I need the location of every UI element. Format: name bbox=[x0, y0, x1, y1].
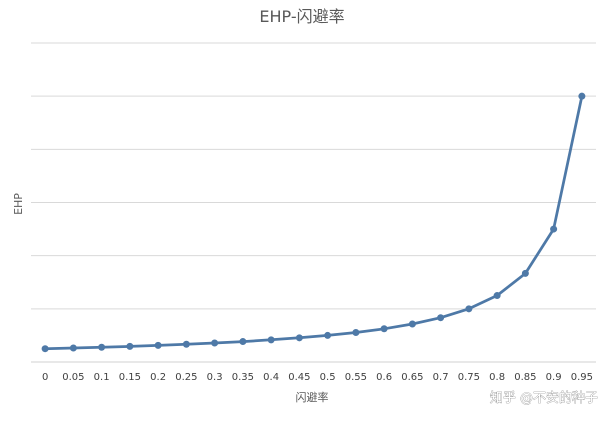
data-point bbox=[408, 320, 416, 328]
x-tick-label: 0.95 bbox=[571, 372, 593, 383]
data-point bbox=[324, 331, 332, 339]
data-point bbox=[41, 345, 49, 353]
x-tick-label: 0.55 bbox=[345, 372, 367, 383]
chart-title: EHP-闪避率 bbox=[259, 7, 344, 26]
series-group bbox=[41, 92, 586, 353]
watermark: 知乎 @不安的种子 bbox=[490, 390, 598, 406]
x-tick-label: 0.85 bbox=[514, 372, 536, 383]
x-tick-label: 0.15 bbox=[119, 372, 141, 383]
data-point bbox=[239, 338, 247, 346]
data-point bbox=[295, 334, 303, 342]
x-tick-label: 0.45 bbox=[288, 372, 310, 383]
data-point bbox=[267, 336, 275, 344]
data-point bbox=[98, 343, 106, 351]
data-point bbox=[578, 92, 586, 100]
y-axis-label: EHP bbox=[12, 193, 25, 215]
x-tick-label: 0.8 bbox=[489, 372, 505, 383]
data-point bbox=[69, 344, 77, 352]
data-point bbox=[154, 341, 162, 349]
data-point bbox=[437, 314, 445, 322]
x-tick-label: 0.4 bbox=[263, 372, 279, 383]
data-point bbox=[352, 328, 360, 336]
x-tick-label: 0.65 bbox=[401, 372, 423, 383]
data-point bbox=[465, 305, 473, 313]
x-tick-label: 0.9 bbox=[546, 372, 562, 383]
data-point bbox=[126, 342, 134, 350]
data-point bbox=[211, 339, 219, 347]
x-tick-label: 0.7 bbox=[433, 372, 449, 383]
x-tick-label: 0.05 bbox=[62, 372, 84, 383]
x-tick-label: 0.25 bbox=[175, 372, 197, 383]
x-tick-label: 0.35 bbox=[232, 372, 254, 383]
data-point bbox=[550, 225, 558, 233]
gridlines bbox=[31, 42, 596, 363]
x-axis-ticks: 0 0.05 0.1 0.15 0.2 0.25 0.3 0.35 0.4 0.45 0.5 0.55… bbox=[42, 372, 593, 383]
x-tick-label: 0.2 bbox=[150, 372, 166, 383]
data-point bbox=[521, 269, 529, 277]
x-axis-label: 闪避率 bbox=[296, 390, 329, 404]
x-tick-label: 0 bbox=[42, 372, 48, 383]
series-line bbox=[45, 95, 584, 351]
x-tick-label: 0.3 bbox=[207, 372, 223, 383]
x-tick-label: 0.1 bbox=[94, 372, 110, 383]
data-point bbox=[380, 325, 388, 333]
x-tick-label: 0.75 bbox=[458, 372, 480, 383]
data-point bbox=[493, 292, 501, 300]
data-point bbox=[182, 340, 190, 348]
x-tick-label: 0.5 bbox=[320, 372, 336, 383]
x-tick-label: 0.6 bbox=[376, 372, 392, 383]
